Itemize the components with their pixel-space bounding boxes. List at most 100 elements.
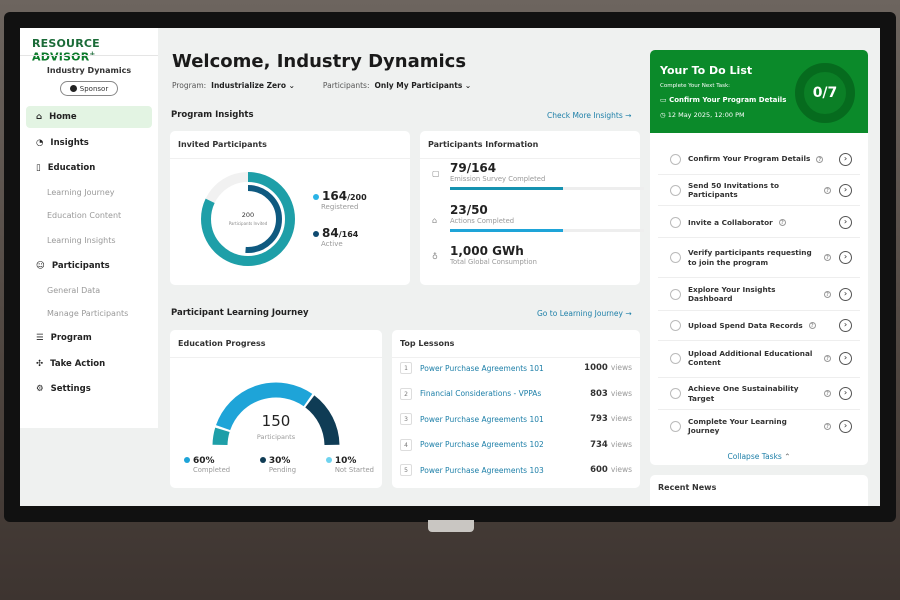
task-label: Send 50 Invitations to Participants bbox=[688, 180, 780, 199]
page-title: Welcome, Industry Dynamics bbox=[172, 51, 467, 72]
chevron-right-circle-icon[interactable]: › bbox=[839, 419, 852, 433]
lesson-title-link[interactable]: Power Purchase Agreements 101 bbox=[420, 414, 544, 424]
check-more-insights-link[interactable]: Check More Insights → bbox=[547, 111, 632, 120]
todo-task[interactable]: Complete Your Learning Journey? › bbox=[658, 410, 860, 442]
registered-stat: 164/200 Registered bbox=[313, 189, 367, 211]
task-checkbox[interactable] bbox=[670, 352, 681, 364]
lightbulb-icon: ♁ bbox=[432, 252, 438, 261]
help-icon[interactable]: ? bbox=[824, 254, 831, 261]
task-checkbox[interactable] bbox=[670, 320, 681, 331]
sidebar-item-manage-participants[interactable]: Manage Participants bbox=[47, 309, 129, 318]
monitor-stand bbox=[428, 520, 474, 532]
chart-pie-icon: ◔ bbox=[36, 138, 44, 148]
help-icon[interactable]: ? bbox=[824, 422, 831, 430]
card-title: Invited Participants bbox=[170, 131, 410, 159]
lesson-views: 734 views bbox=[590, 439, 632, 450]
task-checkbox[interactable] bbox=[670, 388, 681, 399]
center-label: Participants Invited bbox=[229, 221, 268, 226]
chevron-right-circle-icon[interactable]: › bbox=[839, 216, 852, 229]
people-icon: ☺ bbox=[36, 261, 45, 271]
task-checkbox[interactable] bbox=[670, 420, 681, 432]
help-icon[interactable]: ? bbox=[824, 186, 831, 194]
logo[interactable]: RESOURCE ADVISOR+ bbox=[32, 37, 100, 64]
label: Education bbox=[47, 163, 96, 173]
sidebar-item-participants[interactable]: ☺ Participants bbox=[26, 255, 152, 277]
puzzle-icon: ✣ bbox=[36, 359, 44, 369]
task-label: Upload Spend Data Records bbox=[688, 320, 803, 330]
section-title: Participant Learning Journey bbox=[171, 308, 309, 318]
collapse-tasks-button[interactable]: Collapse Tasks ⌃ bbox=[727, 452, 791, 461]
sidebar-item-take-action[interactable]: ✣ Take Action bbox=[26, 353, 152, 375]
todo-task[interactable]: Confirm Your Program Details? › bbox=[658, 144, 860, 175]
program-label: Program: bbox=[172, 81, 207, 90]
task-checkbox[interactable] bbox=[670, 288, 681, 300]
help-icon[interactable]: ? bbox=[808, 322, 816, 329]
sidebar-item-learning-journey[interactable]: Learning Journey bbox=[47, 188, 115, 197]
chevron-right-circle-icon[interactable]: › bbox=[839, 183, 852, 197]
todo-task[interactable]: Upload Additional Educational Content? › bbox=[658, 339, 860, 378]
lesson-views: 803 views bbox=[590, 388, 632, 399]
todo-task[interactable]: Achieve One Sustainability Target? › bbox=[658, 378, 860, 410]
lesson-row[interactable]: 4 Power Purchase Agreements 102 734 views bbox=[400, 438, 632, 451]
help-icon[interactable]: ? bbox=[824, 354, 831, 362]
lesson-title-link[interactable]: Power Purchase Agreements 103 bbox=[420, 465, 544, 475]
todo-task[interactable]: Verify participants requesting to join t… bbox=[658, 238, 860, 278]
lesson-row[interactable]: 5 Power Purchase Agreements 103 600 views bbox=[400, 464, 632, 476]
task-checkbox[interactable] bbox=[670, 153, 681, 165]
help-icon[interactable]: ? bbox=[778, 219, 786, 226]
org-name: Industry Dynamics bbox=[46, 66, 132, 75]
help-icon[interactable]: ? bbox=[816, 155, 824, 163]
sidebar-item-general-data[interactable]: General Data bbox=[47, 286, 101, 295]
task-checkbox[interactable] bbox=[670, 252, 681, 263]
chevron-right-circle-icon[interactable]: › bbox=[839, 387, 852, 400]
go-to-learning-journey-link[interactable]: Go to Learning Journey → bbox=[537, 309, 632, 318]
participants-select[interactable]: Only My Participants ⌄ bbox=[374, 81, 472, 90]
lesson-row[interactable]: 2 Financial Considerations - VPPAs 803 vie… bbox=[400, 387, 632, 400]
todo-task[interactable]: Explore Your Insights Dashboard? › bbox=[658, 278, 860, 311]
chevron-right-circle-icon[interactable]: › bbox=[839, 251, 852, 264]
lesson-views: 600 views bbox=[590, 465, 632, 475]
help-icon[interactable]: ? bbox=[824, 390, 831, 397]
task-checkbox[interactable] bbox=[670, 217, 681, 228]
lesson-title-link[interactable]: Power Purchase Agreements 102 bbox=[420, 440, 544, 449]
todo-progress-ring: 0/7 bbox=[795, 63, 855, 123]
task-checkbox[interactable] bbox=[670, 184, 681, 196]
sidebar-item-home[interactable]: ⌂ Home bbox=[26, 106, 152, 128]
sidebar-item-education-content[interactable]: Education Content bbox=[47, 211, 122, 220]
label: Insights bbox=[50, 138, 89, 148]
sponsor-badge: Sponsor bbox=[60, 81, 118, 96]
lesson-views: 1000 views bbox=[584, 363, 632, 373]
task-label: Achieve One Sustainability Target bbox=[688, 384, 799, 403]
sponsor-label: Sponsor bbox=[79, 84, 109, 93]
chevron-right-circle-icon[interactable]: › bbox=[839, 287, 852, 301]
lesson-title-link[interactable]: Financial Considerations - VPPAs bbox=[420, 389, 542, 398]
chevron-right-circle-icon[interactable]: › bbox=[839, 152, 852, 166]
gauge-label: Participants bbox=[257, 433, 296, 441]
program-select[interactable]: Industrialize Zero ⌄ bbox=[211, 81, 295, 90]
sidebar-item-settings[interactable]: ⚙ Settings bbox=[26, 378, 152, 400]
chevron-up-icon: ⌃ bbox=[784, 452, 791, 461]
todo-task[interactable]: Invite a Collaborator? › bbox=[658, 208, 860, 238]
todo-task[interactable]: Send 50 Invitations to Participants? › bbox=[658, 175, 860, 206]
next-task-link[interactable]: ▭ Confirm Your Program Details bbox=[660, 96, 787, 104]
sidebar-item-education[interactable]: ▯ Education bbox=[26, 157, 152, 179]
divider bbox=[20, 55, 158, 56]
todo-title: Your To Do List bbox=[660, 64, 753, 77]
lesson-row[interactable]: 1 Power Purchase Agreements 101 1000 views bbox=[400, 362, 632, 374]
todo-task[interactable]: Upload Spend Data Records? › bbox=[658, 311, 860, 341]
sidebar-item-program[interactable]: ☰ Program bbox=[26, 327, 152, 349]
label: Settings bbox=[50, 384, 91, 394]
screen: RESOURCE ADVISOR+ Industry Dynamics Spon… bbox=[20, 28, 880, 506]
center-value: 200 bbox=[242, 211, 254, 219]
lesson-rank: 2 bbox=[400, 387, 412, 400]
chevron-right-circle-icon[interactable]: › bbox=[839, 351, 852, 365]
gauge-value: 150 bbox=[262, 412, 291, 430]
sidebar-item-learning-insights[interactable]: Learning Insights bbox=[47, 236, 116, 245]
lesson-row[interactable]: 3 Power Purchase Agreements 101 793 views bbox=[400, 413, 632, 425]
chevron-down-icon: ⌄ bbox=[464, 81, 472, 90]
chevron-right-circle-icon[interactable]: › bbox=[839, 319, 852, 332]
gauge-segment-not-started bbox=[212, 427, 230, 446]
help-icon[interactable]: ? bbox=[824, 290, 831, 298]
sidebar-item-insights[interactable]: ◔ Insights bbox=[26, 132, 152, 154]
lesson-title-link[interactable]: Power Purchase Agreements 101 bbox=[420, 363, 544, 373]
